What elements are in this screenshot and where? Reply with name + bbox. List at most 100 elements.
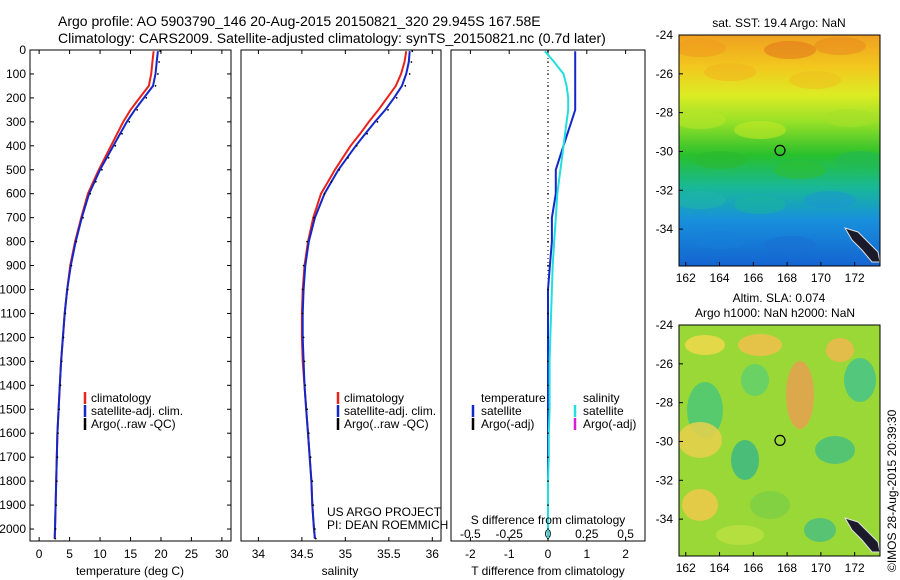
temperature-axis: 0 5 10 15 20 25 30 (36, 50, 229, 561)
s-diff-tick-label: 0.5 (617, 527, 634, 541)
lat-tick-label: -28 (656, 396, 674, 410)
series-point-argo (82, 216, 84, 219)
temperature-legend: climatology satellite-adj. clim. Argo(..… (83, 391, 183, 431)
series-point-argo (547, 384, 549, 387)
series-point-argo (323, 192, 326, 195)
legend-label-satellite: satellite-adj. clim. (91, 404, 183, 418)
series-point-argo (158, 61, 161, 63)
series-point-argo (314, 537, 317, 540)
lon-tick-label: 166 (743, 561, 763, 575)
t-diff-tick-label: -1 (504, 547, 515, 561)
sst-texture-patch (734, 121, 786, 139)
difference-series (544, 50, 577, 541)
lat-tick-label: -32 (656, 183, 674, 197)
sst-texture-patch (814, 37, 866, 55)
sst-texture-patch (764, 236, 816, 254)
new-caledonia-land (843, 227, 880, 263)
lon-tick-label: 166 (743, 271, 763, 285)
sst-texture-patch (694, 231, 746, 249)
lon-tick-label: 162 (676, 271, 696, 285)
project-label-line-1: US ARGO PROJECT (327, 505, 442, 519)
sst-texture-patch (679, 111, 726, 129)
x-tick-label: 35.5 (377, 547, 401, 561)
series-point-argo (547, 61, 549, 63)
series-point-argo (547, 85, 549, 87)
lon-tick-label: 168 (777, 561, 797, 575)
series-point-argo (159, 50, 162, 53)
legend-label-t-argo: Argo(-adj) (481, 417, 534, 431)
sla-map-title: Altim. SLA: 0.074 (733, 291, 826, 305)
series-point-argo (309, 456, 312, 459)
series-point-argo (62, 336, 65, 339)
sst-texture-patch (789, 71, 841, 89)
series-point-argo (547, 336, 549, 339)
sla-texture-patch (804, 518, 836, 542)
sst-heatmap (679, 35, 880, 266)
series-point-argo (55, 480, 58, 482)
depth-tick-label: 1500 (0, 402, 26, 416)
lon-tick-label: 168 (777, 271, 797, 285)
depth-tick-label: 1600 (0, 426, 26, 440)
sst-texture-patch (804, 191, 856, 209)
depth-tick-label: 1300 (0, 354, 26, 368)
depth-tick-label: 0 (19, 43, 26, 57)
series-point-argo (547, 528, 549, 530)
sla-texture-patch (826, 338, 854, 362)
project-label-line-2: PI: DEAN ROEMMICH (327, 518, 448, 532)
difference-legend: temperature satellite Argo(-adj) salinit… (471, 391, 636, 431)
series-point-argo (547, 288, 549, 291)
depth-tick-label: 800 (6, 235, 26, 249)
depth-tick-label: 300 (6, 115, 26, 129)
depth-tick-label: 1800 (0, 474, 26, 488)
sst-texture-patch (834, 151, 880, 169)
depth-tick-label: 1100 (0, 306, 26, 320)
lat-tick-label: -34 (656, 512, 674, 526)
legend-label-t-satellite: satellite (481, 404, 522, 418)
series-point-argo (547, 504, 549, 506)
series-line-salinity-sal_satellite (544, 50, 570, 539)
series-point-argo (547, 537, 549, 540)
sla-texture-patch (844, 358, 876, 402)
imos-credit: ©IMOS 28-Aug-2015 20:39:30 (885, 409, 899, 572)
series-point-argo (547, 216, 549, 219)
sst-texture (679, 37, 880, 254)
temperature-series (53, 50, 162, 540)
series-point-argo (157, 73, 159, 75)
sla-texture-patch (815, 436, 855, 464)
sst-texture-patch (679, 191, 726, 209)
sst-map-panel: sat. SST: 19.4 Argo: NaN 162 164 166 168 170… (656, 16, 881, 285)
x-tick-label: 34.5 (290, 547, 314, 561)
series-point-argo (60, 360, 63, 363)
series-point-argo (547, 360, 549, 363)
t-diff-tick-label: 0 (545, 547, 552, 561)
series-point-argo (395, 97, 398, 99)
series-point-argo (57, 432, 59, 435)
x-tick-label: 35 (339, 547, 353, 561)
x-tick-label: 0 (36, 547, 43, 561)
series-point-argo (547, 240, 549, 243)
series-point-argo (387, 109, 389, 111)
t-diff-tick-label: 2 (622, 547, 629, 561)
series-point-argo (547, 312, 549, 315)
lon-tick-label: 162 (676, 561, 696, 575)
legend-title-temperature: temperature (481, 391, 546, 405)
sla-texture-patch (685, 335, 725, 355)
x-tick-label: 30 (215, 547, 229, 561)
s-diff-tick-label: -0.25 (496, 527, 524, 541)
series-point-argo (54, 528, 57, 530)
series-point-argo (547, 480, 549, 482)
series-point-argo (547, 97, 549, 99)
series-point-argo (411, 50, 414, 53)
argo-location-marker (774, 434, 786, 447)
series-point-argo (107, 156, 110, 159)
series-point-argo (547, 109, 549, 111)
salinity-legend: climatology satellite-adj. clim. Argo(..… (336, 391, 436, 431)
sst-texture-patch (824, 109, 876, 127)
sst-texture-patch (694, 151, 746, 169)
series-point-argo (547, 145, 549, 147)
series-point-argo (547, 456, 549, 459)
series-point-argo (376, 121, 379, 123)
lat-tick-label: -30 (656, 434, 674, 448)
sla-texture-patch (682, 489, 718, 521)
series-point-argo (547, 157, 549, 159)
